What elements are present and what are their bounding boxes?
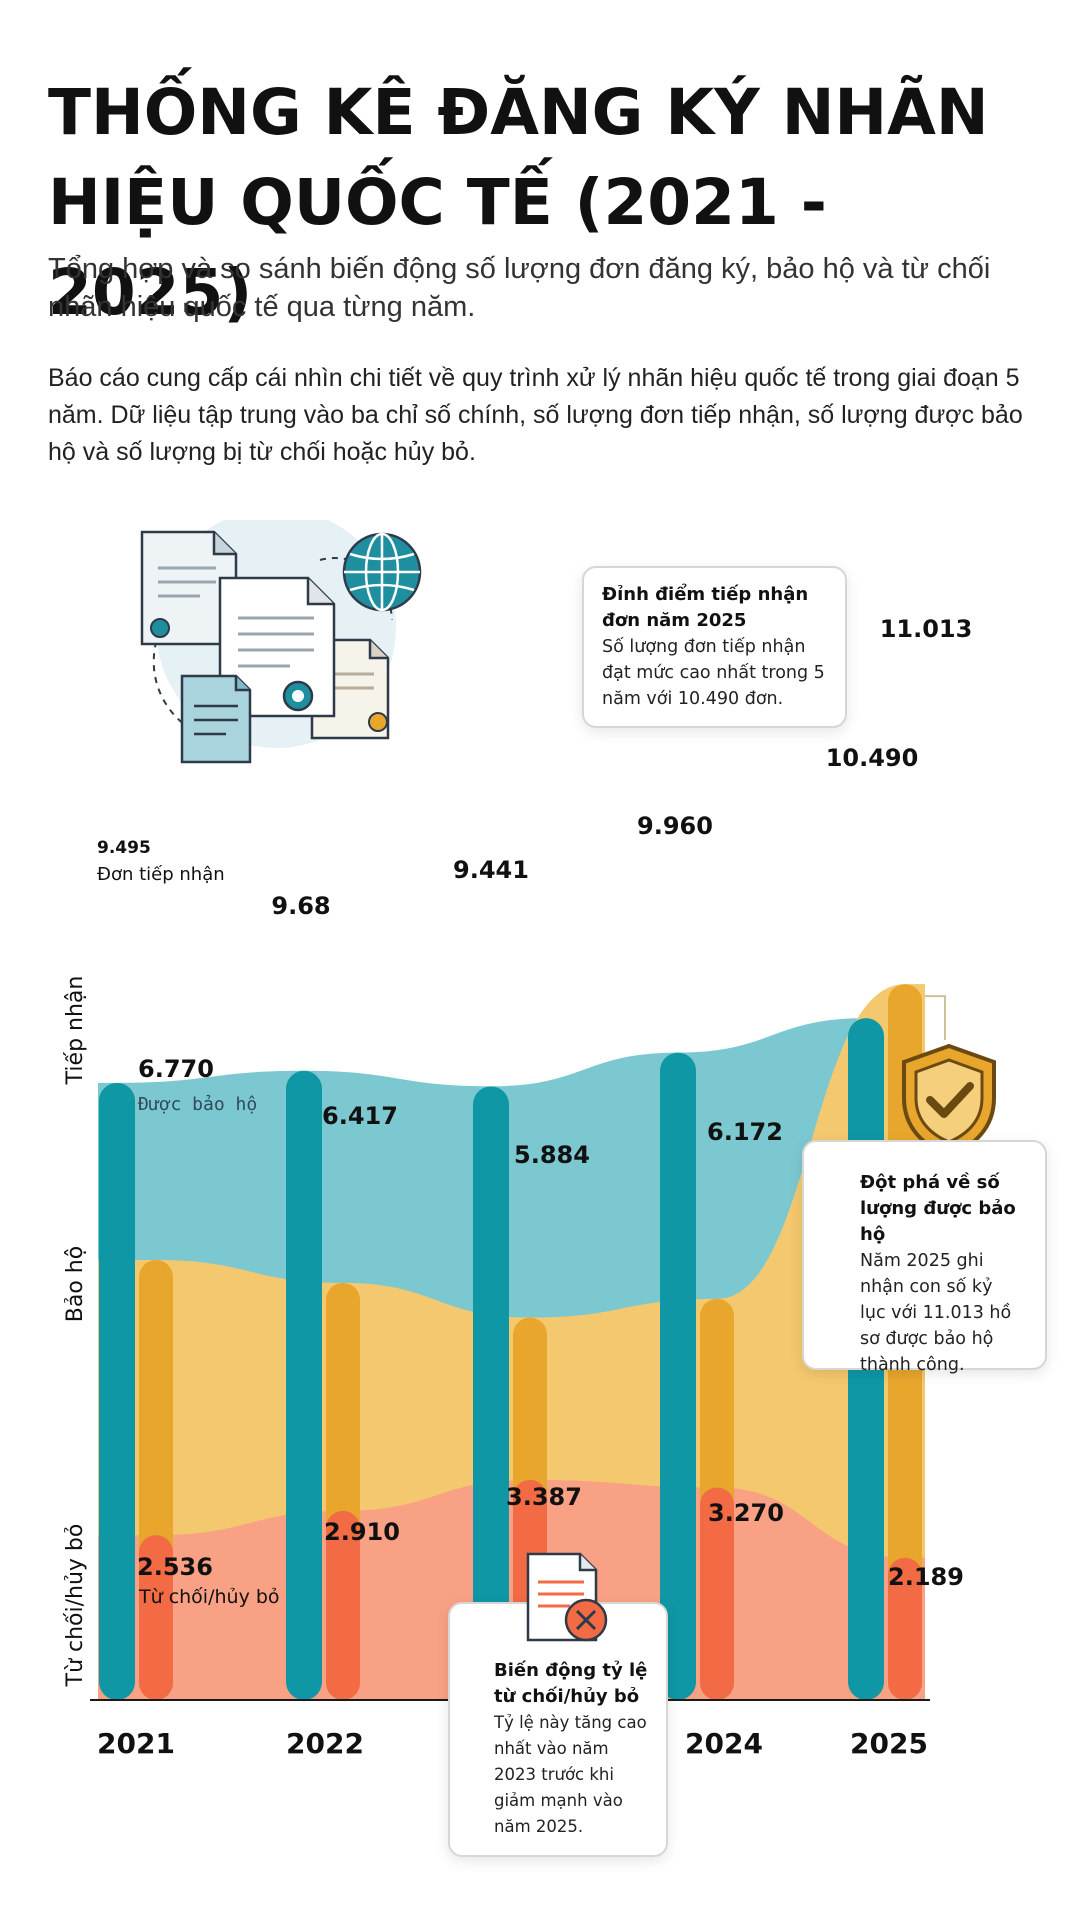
received-series-name: Đơn tiếp nhận — [97, 864, 225, 885]
rejected-series-name: Từ chối/hủy bỏ — [138, 1586, 280, 1608]
year-label: 2022 — [286, 1727, 364, 1760]
received-value-label: 10.490 — [826, 744, 919, 772]
protected-value-label: 6.417 — [322, 1102, 398, 1130]
year-label: 2021 — [97, 1727, 175, 1760]
received-bar — [99, 1082, 135, 1700]
callout-rejection-title: Biến động tỷ lệ từ chối/hủy bỏ — [494, 1660, 648, 1707]
document-reject-icon — [526, 1552, 608, 1642]
received-bar — [286, 1070, 322, 1700]
protected-value-label: 5.884 — [514, 1141, 590, 1169]
protected-value-label: 11.013 — [880, 615, 973, 643]
callout-protected-text: Năm 2025 ghi nhận con số kỷ lục với 11.0… — [860, 1251, 1012, 1375]
received-value-label: 9.68 — [271, 892, 330, 920]
rejected-value-label: 3.387 — [506, 1483, 582, 1511]
rejected-value-label: 2.189 — [888, 1563, 964, 1591]
year-label: 2024 — [685, 1727, 763, 1760]
received-bar — [473, 1086, 509, 1700]
protected-value-label: 6.770 — [138, 1055, 214, 1083]
report-description: Báo cáo cung cấp cái nhìn chi tiết về qu… — [48, 364, 1023, 466]
rejected-bar — [888, 1557, 922, 1700]
document-icon — [140, 530, 238, 646]
callout-peak-title: Đỉnh điểm tiếp nhận đơn năm 2025 — [602, 584, 809, 631]
received-value-label: 9.495 — [97, 838, 151, 858]
callout-peak-text: Số lượng đơn tiếp nhận đạt mức cao nhất … — [602, 637, 825, 709]
received-value-label: 9.441 — [453, 856, 529, 884]
rejected-value-label: 2.536 — [137, 1553, 213, 1581]
callout-peak-received: Đỉnh điểm tiếp nhận đơn năm 2025 Số lượn… — [582, 566, 847, 728]
band-label-received: Tiếp nhận — [63, 976, 88, 1086]
globe-icon — [342, 532, 422, 612]
rejected-bar — [700, 1487, 734, 1700]
rejected-bar — [139, 1535, 173, 1700]
callout-protected-record: Đột phá về số lượng được bảo hộ Năm 2025… — [802, 1140, 1047, 1375]
document-icon — [180, 674, 252, 764]
shield-check-icon — [902, 1043, 996, 1159]
documents-globe-illustration — [140, 520, 422, 764]
year-label: 2025 — [850, 1727, 928, 1760]
page-subtitle: Tổng hợp và so sánh biến động số lượng đ… — [48, 253, 991, 323]
received-bar — [660, 1052, 696, 1700]
received-value-label: 9.960 — [637, 812, 713, 840]
callout-rejection-change: Biến động tỷ lệ từ chối/hủy bỏ Tỷ lệ này… — [448, 1602, 668, 1857]
protected-series-name: Được bảo hộ — [138, 1094, 257, 1115]
rejected-value-label: 2.910 — [324, 1518, 400, 1546]
page-title: THỐNG KÊ ĐĂNG KÝ NHÃN HIỆU QUỐC TẾ (2021… — [48, 76, 989, 329]
rejected-bar — [326, 1510, 360, 1700]
callout-protected-title: Đột phá về số lượng được bảo hộ — [860, 1172, 1016, 1245]
callout-rejection-text: Tỷ lệ này tăng cao nhất vào năm 2023 trư… — [494, 1713, 647, 1836]
protected-value-label: 6.172 — [707, 1118, 783, 1146]
callout-connector — [925, 995, 946, 1040]
band-label-rejected: Từ chối/hủy bỏ — [63, 1524, 88, 1688]
band-label-protected: Bảo hộ — [63, 1246, 88, 1322]
rejected-value-label: 3.270 — [708, 1499, 784, 1527]
